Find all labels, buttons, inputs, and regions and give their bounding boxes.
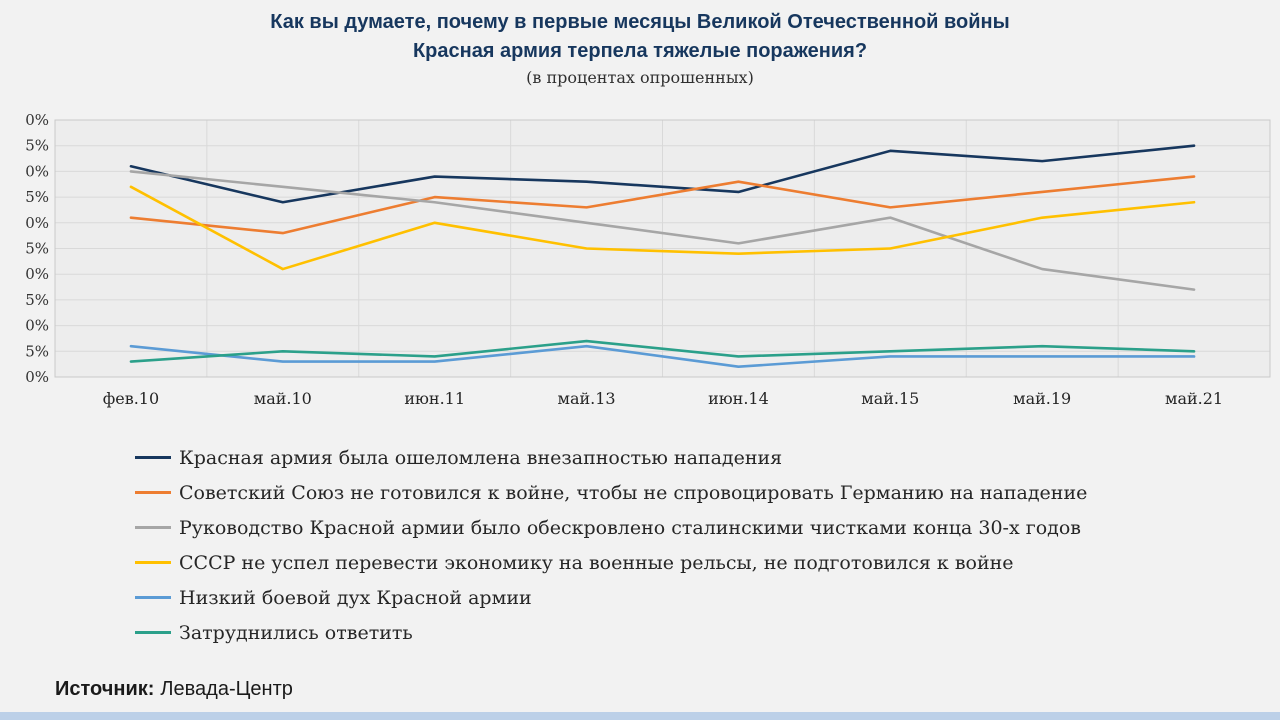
x-tick-label: май.10: [254, 389, 312, 408]
legend-swatch: [135, 631, 171, 634]
chart-title-line1: Как вы думаете, почему в первые месяцы В…: [270, 11, 1010, 33]
y-tick-label: 10%: [25, 317, 49, 335]
x-tick-label: июн.14: [708, 389, 769, 408]
legend-label: Советский Союз не готовился к войне, что…: [179, 481, 1088, 504]
y-tick-label: 20%: [25, 265, 49, 283]
x-tick-label: май.15: [861, 389, 919, 408]
footer-accent-bar: [0, 712, 1280, 720]
legend-swatch: [135, 561, 171, 564]
x-tick-label: фев.10: [103, 389, 159, 408]
y-tick-label: 0%: [25, 368, 49, 386]
plot-border: [54, 119, 1271, 378]
series-line: [129, 339, 1196, 363]
legend-swatch: [135, 456, 171, 459]
legend-label: Руководство Красной армии было обескровл…: [179, 516, 1081, 539]
legend-label: СССР не успел перевести экономику на вое…: [179, 551, 1014, 574]
chart-title: Как вы думаете, почему в первые месяцы В…: [0, 8, 1280, 66]
y-tick-label: 25%: [25, 240, 49, 258]
y-tick-label: 15%: [25, 291, 49, 309]
source-line: Источник: Левада-Центр: [55, 678, 293, 701]
legend-label: Затруднились ответить: [179, 621, 413, 644]
line-chart: 0% 5% 10% 15% 20% 25% 30% 35% 40% 45% 50% фев.10 май…: [25, 112, 1271, 408]
x-tick-label: май.19: [1013, 389, 1071, 408]
series-line: [129, 144, 1196, 204]
series-line: [129, 344, 1196, 369]
y-tick-label: 30%: [25, 214, 49, 232]
legend-swatch: [135, 596, 171, 599]
legend-item: Затруднились ответить: [135, 615, 1087, 650]
x-tick-label: июн.11: [404, 389, 465, 408]
legend-item: Советский Союз не готовился к войне, что…: [135, 475, 1087, 510]
y-tick-label: 5%: [25, 342, 49, 360]
source-label: Источник:: [55, 678, 155, 700]
series-line: [129, 185, 1196, 271]
legend-label: Красная армия была ошеломлена внезапност…: [179, 446, 783, 469]
legend-item: Руководство Красной армии было обескровл…: [135, 510, 1087, 545]
legend-swatch: [135, 491, 171, 494]
chart-subtitle: (в процентах опрошенных): [526, 68, 754, 87]
y-tick-label: 40%: [25, 162, 49, 180]
y-tick-label: 45%: [25, 137, 49, 155]
series-line: [129, 170, 1196, 291]
chart-legend: Красная армия была ошеломлена внезапност…: [135, 440, 1087, 650]
chart-title-line2: Красная армия терпела тяжелые поражения?: [412, 40, 868, 62]
x-tick-label: май.21: [1165, 389, 1223, 408]
source-value: Левада-Центр: [160, 678, 293, 700]
legend-swatch: [135, 526, 171, 529]
series-line: [129, 175, 1196, 235]
x-tick-label: май.13: [558, 389, 616, 408]
legend-label: Низкий боевой дух Красной армии: [179, 586, 532, 609]
y-tick-label: 35%: [25, 188, 49, 206]
legend-item: СССР не успел перевести экономику на вое…: [135, 545, 1087, 580]
y-tick-label: 50%: [25, 112, 49, 129]
legend-item: Низкий боевой дух Красной армии: [135, 580, 1087, 615]
legend-item: Красная армия была ошеломлена внезапност…: [135, 440, 1087, 475]
